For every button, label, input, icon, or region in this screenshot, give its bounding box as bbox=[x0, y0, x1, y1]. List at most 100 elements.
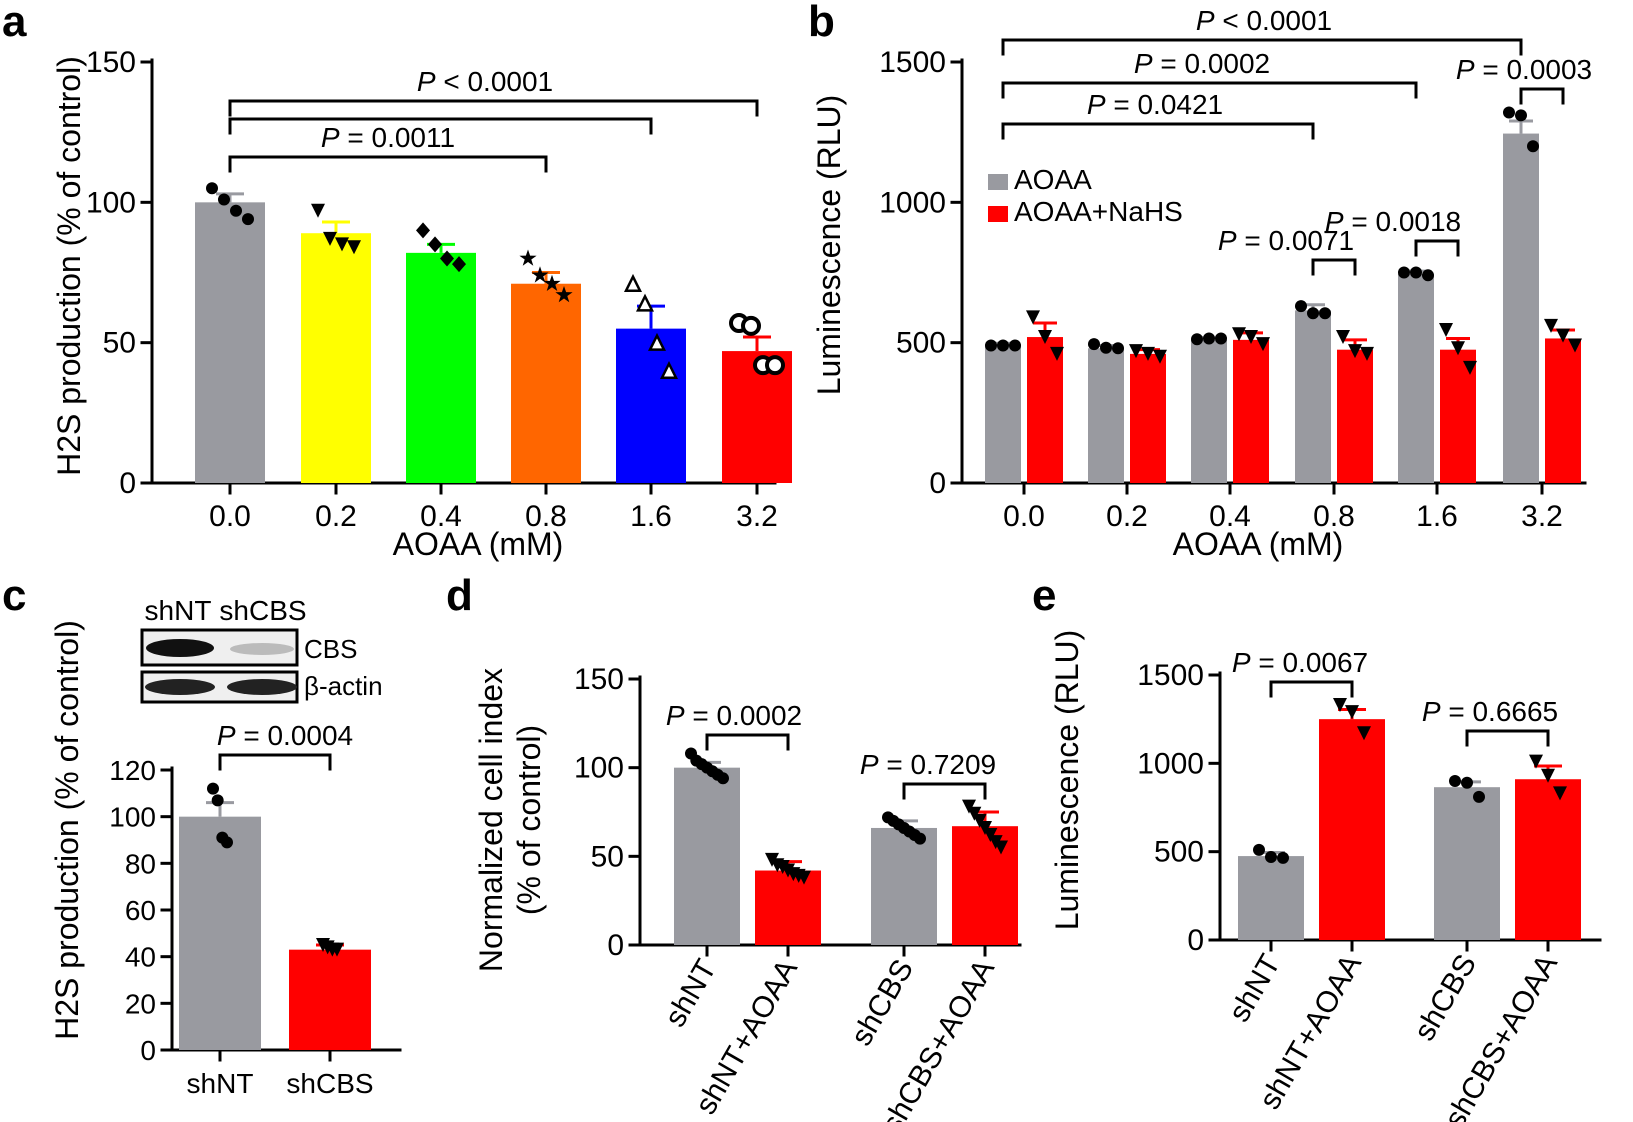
blot-col-shnt: shNT bbox=[145, 595, 212, 626]
p-value-b-3: P = 0.0421 bbox=[1087, 89, 1223, 120]
data-point-b-1-2-1 bbox=[1244, 330, 1258, 345]
blot-actin-band-shcbs bbox=[227, 679, 297, 695]
bar-b-AOAA-4 bbox=[1398, 273, 1434, 483]
legend-swatch-aoaa-nahs bbox=[988, 206, 1008, 222]
y-tick-label-b: 0 bbox=[929, 467, 946, 500]
data-point-b-0-1-2 bbox=[1112, 342, 1124, 355]
data-point-b-1-5-2 bbox=[1568, 338, 1582, 353]
bar-b-AOAA+NaHS-2 bbox=[1233, 339, 1269, 483]
x-tick-label-b-1: 0.2 bbox=[1106, 500, 1148, 533]
data-point-e-0-1 bbox=[1265, 850, 1277, 863]
p-value-b-4: P = 0.0002 bbox=[1134, 48, 1270, 79]
data-point-d-3-3 bbox=[978, 820, 992, 835]
data-point-d-2-6 bbox=[914, 832, 926, 845]
data-point-a-3-2 bbox=[543, 274, 561, 291]
data-point-d-1-2 bbox=[775, 859, 790, 874]
x-tick-label-a-3: 0.8 bbox=[525, 500, 567, 533]
data-point-a-3-1 bbox=[531, 266, 549, 283]
bar-a-0 bbox=[195, 202, 265, 484]
data-point-b-1-0-1 bbox=[1038, 330, 1052, 345]
data-point-a-0-1 bbox=[218, 193, 230, 206]
x-tick-label-b-2: 0.4 bbox=[1209, 500, 1251, 533]
blot-row-cbs: CBS bbox=[304, 634, 357, 664]
y-tick-label-b: 1000 bbox=[879, 186, 946, 219]
p-value-a-2: P < 0.0001 bbox=[417, 66, 553, 97]
legend-swatch-aoaa bbox=[988, 174, 1008, 190]
data-point-b-1-4-2 bbox=[1463, 360, 1477, 375]
data-point-b-0-2-1 bbox=[1203, 332, 1215, 345]
panel-label-d: d bbox=[446, 571, 473, 620]
data-point-b-0-1-1 bbox=[1100, 341, 1112, 354]
data-point-a-1-0 bbox=[311, 203, 325, 218]
data-point-b-1-5-0 bbox=[1544, 318, 1558, 333]
panel-label-e: e bbox=[1032, 571, 1056, 620]
data-point-a-5-3 bbox=[765, 355, 785, 376]
data-point-e-2-0 bbox=[1449, 775, 1461, 787]
data-point-a-2-1 bbox=[428, 236, 442, 253]
data-point-a-0-2 bbox=[230, 204, 242, 217]
legend-label-aoaa: AOAA bbox=[1014, 164, 1092, 195]
bar-a-3 bbox=[511, 283, 581, 483]
data-point-e-3-2 bbox=[1553, 786, 1567, 801]
y-tick-label-c: 100 bbox=[109, 802, 156, 833]
data-point-e-0-0 bbox=[1253, 843, 1265, 856]
x-tick-label-a-2: 0.4 bbox=[420, 500, 462, 533]
y-tick-label-c: 40 bbox=[125, 942, 156, 973]
data-point-b-1-2-0 bbox=[1232, 327, 1246, 342]
data-point-b-1-0-2 bbox=[1050, 346, 1064, 361]
bar-d-2 bbox=[871, 827, 937, 945]
data-point-a-2-3 bbox=[452, 256, 466, 273]
bar-b-AOAA-2 bbox=[1191, 339, 1227, 483]
data-point-e-1-0 bbox=[1333, 698, 1347, 713]
y-tick-label-e: 1500 bbox=[1137, 659, 1204, 692]
y-tick-label-c: 0 bbox=[140, 1035, 156, 1066]
p-value-e-0: P = 0.0067 bbox=[1232, 647, 1368, 678]
x-tick-label-c-0: shNT bbox=[187, 1068, 254, 1099]
data-point-a-4-0 bbox=[623, 273, 643, 292]
data-point-a-2-0 bbox=[416, 222, 430, 239]
p-value-b-5: P < 0.0001 bbox=[1196, 5, 1332, 36]
data-point-d-3-6 bbox=[994, 840, 1008, 855]
bar-d-3 bbox=[952, 826, 1018, 945]
data-point-d-1-3 bbox=[781, 863, 795, 878]
x-tick-label-b-3: 0.8 bbox=[1313, 500, 1355, 533]
data-point-b-1-3-2 bbox=[1360, 346, 1374, 361]
data-point-b-0-3-0 bbox=[1295, 300, 1307, 313]
data-point-a-4-1 bbox=[635, 293, 655, 312]
data-point-b-1-5-1 bbox=[1556, 328, 1570, 343]
x-tick-label-e-2: shCBS bbox=[1408, 949, 1483, 1046]
data-point-d-3-1 bbox=[967, 806, 982, 821]
data-point-b-1-4-0 bbox=[1439, 323, 1453, 338]
y-tick-label-c: 20 bbox=[125, 988, 156, 1019]
bar-a-4 bbox=[616, 328, 686, 483]
bar-e-0 bbox=[1238, 856, 1304, 940]
data-point-e-1-1 bbox=[1345, 705, 1359, 720]
data-point-d-3-0 bbox=[962, 799, 976, 814]
y-tick-label-a: 100 bbox=[86, 186, 136, 219]
y-tick-label-e: 0 bbox=[1187, 924, 1204, 957]
data-point-a-2-2 bbox=[440, 250, 454, 267]
p-value-a-0: P = 0.0011 bbox=[321, 122, 455, 153]
data-point-b-0-3-2 bbox=[1319, 307, 1331, 320]
panel-label-a: a bbox=[2, 0, 27, 46]
data-point-e-1-2 bbox=[1357, 726, 1371, 741]
data-point-c-0-3 bbox=[221, 836, 233, 849]
data-point-b-0-4-1 bbox=[1410, 266, 1422, 279]
data-point-b-1-1-2 bbox=[1153, 349, 1167, 364]
y-tick-label-d: 0 bbox=[607, 929, 624, 962]
bar-b-AOAA-1 bbox=[1088, 348, 1124, 483]
bar-b-AOAA-5 bbox=[1503, 133, 1539, 483]
data-point-b-1-3-1 bbox=[1348, 344, 1362, 359]
ylabel-d-line2: (% of control) bbox=[511, 725, 547, 915]
ylabel-e: Luminescence (RLU) bbox=[1049, 630, 1085, 931]
bar-e-3 bbox=[1515, 779, 1581, 940]
data-point-d-1-6 bbox=[797, 870, 811, 885]
bar-b-AOAA-0 bbox=[985, 345, 1021, 483]
bar-d-0 bbox=[674, 767, 740, 945]
ylabel-c: H2S production (% of control) bbox=[49, 620, 85, 1040]
blot-cbs-band-shcbs bbox=[230, 643, 294, 655]
data-point-b-0-3-1 bbox=[1307, 307, 1319, 320]
data-point-d-3-2 bbox=[972, 813, 987, 828]
data-point-b-0-0-2 bbox=[1009, 339, 1021, 352]
data-point-b-1-3-0 bbox=[1336, 330, 1350, 345]
